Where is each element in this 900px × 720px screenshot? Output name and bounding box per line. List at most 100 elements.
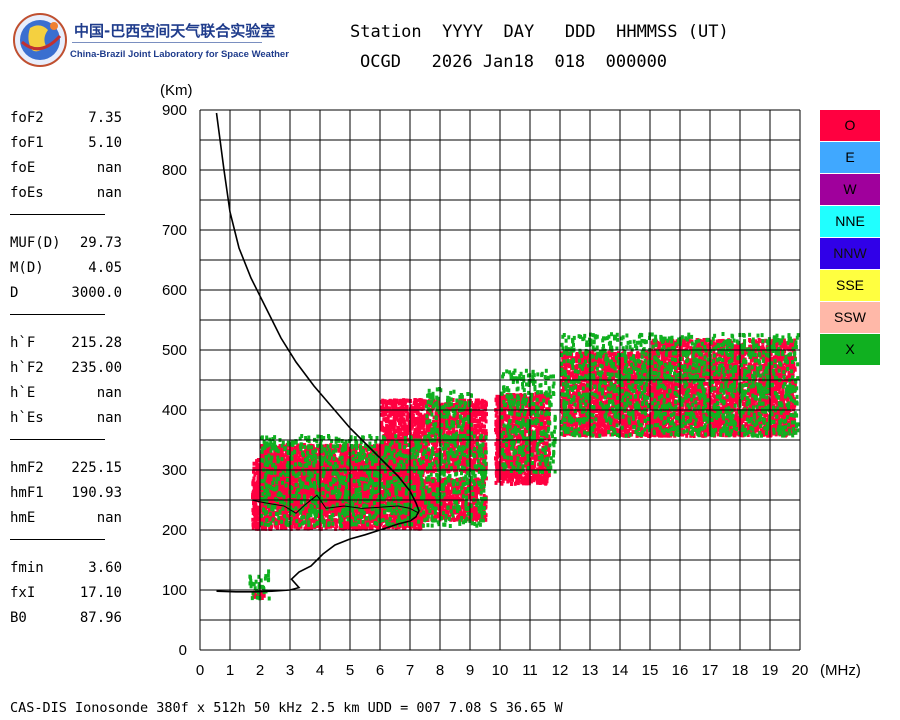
echo-point-o [379,521,383,525]
echo-point-o [257,526,261,531]
param-name: MUF(D) [10,235,61,251]
param-value: 3.60 [88,560,122,576]
echo-point-o [257,469,261,474]
echo-point-o [307,505,311,510]
param-name: hmF2 [10,460,44,476]
echo-point-o [382,525,386,530]
echo-point-o [268,526,272,531]
echo-point-o [361,523,364,528]
echo-point-o [257,517,261,522]
echo-point-o [367,489,371,494]
param-name: hmE [10,510,36,526]
echo-point-o [360,525,364,530]
param-name: fxI [10,585,36,601]
param-value: nan [96,410,122,426]
param-value: 215.28 [71,335,122,351]
echo-point-o [301,473,305,478]
echo-point-o [259,470,263,475]
param-row: h`E nan [0,385,122,405]
echo-point-o [415,521,418,526]
echo-point-o [362,526,366,530]
echo-point-o [361,514,365,519]
echo-point-o [370,524,374,529]
echo-point-o [364,526,368,531]
echo-point-o [372,511,376,516]
param-value: 87.96 [79,610,122,626]
echo-point-o [256,464,260,469]
echo-point-o [362,523,366,528]
echo-point-o [418,523,422,528]
echo-point-o [382,507,386,511]
param-value: 17.10 [79,585,122,601]
echo-point-o [252,594,256,599]
echo-point-o [251,522,255,527]
echo-point-o [334,526,338,531]
echo-point-o [309,518,313,523]
echo-point-o [315,465,319,470]
param-row: MUF(D) 29.73 [0,235,122,255]
echo-point-o [254,524,258,528]
echo-point-o [257,505,261,510]
echo-point-o [389,496,393,501]
echo-point-o [401,526,405,531]
echo-point-o [260,595,263,600]
param-name: foEs [10,185,44,201]
echo-point-o [332,519,336,524]
echo-point-o [360,480,364,484]
echo-point-o [311,444,315,449]
echo-point-o [256,479,260,484]
echo-point-o [380,513,384,518]
echo-point-o [257,466,261,471]
echo-point-o [413,523,417,528]
echo-point-o [254,526,258,531]
echo-point-o [252,486,256,490]
echo-point-o [413,526,417,531]
echo-point-o [355,511,359,516]
param-value: 4.05 [88,260,122,276]
echo-points [248,332,800,601]
echo-point-o [346,522,350,526]
echo-point-o [254,503,258,508]
param-row: foE nan [0,160,122,180]
param-value: 29.73 [79,235,122,251]
echo-point-o [376,514,380,519]
echo-point-o [286,455,290,460]
echo-point-o [271,510,275,515]
param-value: 5.10 [88,135,122,151]
echo-point-o [326,477,330,482]
echo-point-o [391,525,395,530]
echo-point-o [325,518,329,523]
echo-point-o [255,511,259,516]
echo-point-o [251,525,255,530]
param-name: D [10,285,19,301]
globe-logo-icon [13,13,67,67]
echo-point-o [379,490,383,494]
echo-point-o [340,471,344,476]
echo-point-o [417,525,421,530]
echo-point-o [315,523,319,528]
echo-point-o [284,511,288,516]
echo-point-o [296,523,300,528]
param-row: hmE nan [0,510,122,530]
echo-point-o [392,515,396,519]
echo-point-o [252,495,256,500]
echo-point-o [279,526,283,531]
echo-point-o [303,510,307,515]
param-row: M(D) 4.05 [0,260,122,280]
echo-point-o [334,522,338,527]
param-value: 3000.0 [71,285,122,301]
echo-point-o [295,526,299,531]
echo-point-o [316,512,320,517]
echo-point-o [252,466,256,471]
echo-point-o [273,518,277,523]
param-name: foF2 [10,110,44,126]
param-separator [10,539,105,540]
echo-point-o [370,509,374,514]
echo-point-o [332,507,336,511]
echo-point-o [257,486,261,490]
echo-point-o [358,517,362,522]
param-separator [10,214,105,215]
echo-point-o [252,481,256,486]
echo-point-o [251,517,255,522]
